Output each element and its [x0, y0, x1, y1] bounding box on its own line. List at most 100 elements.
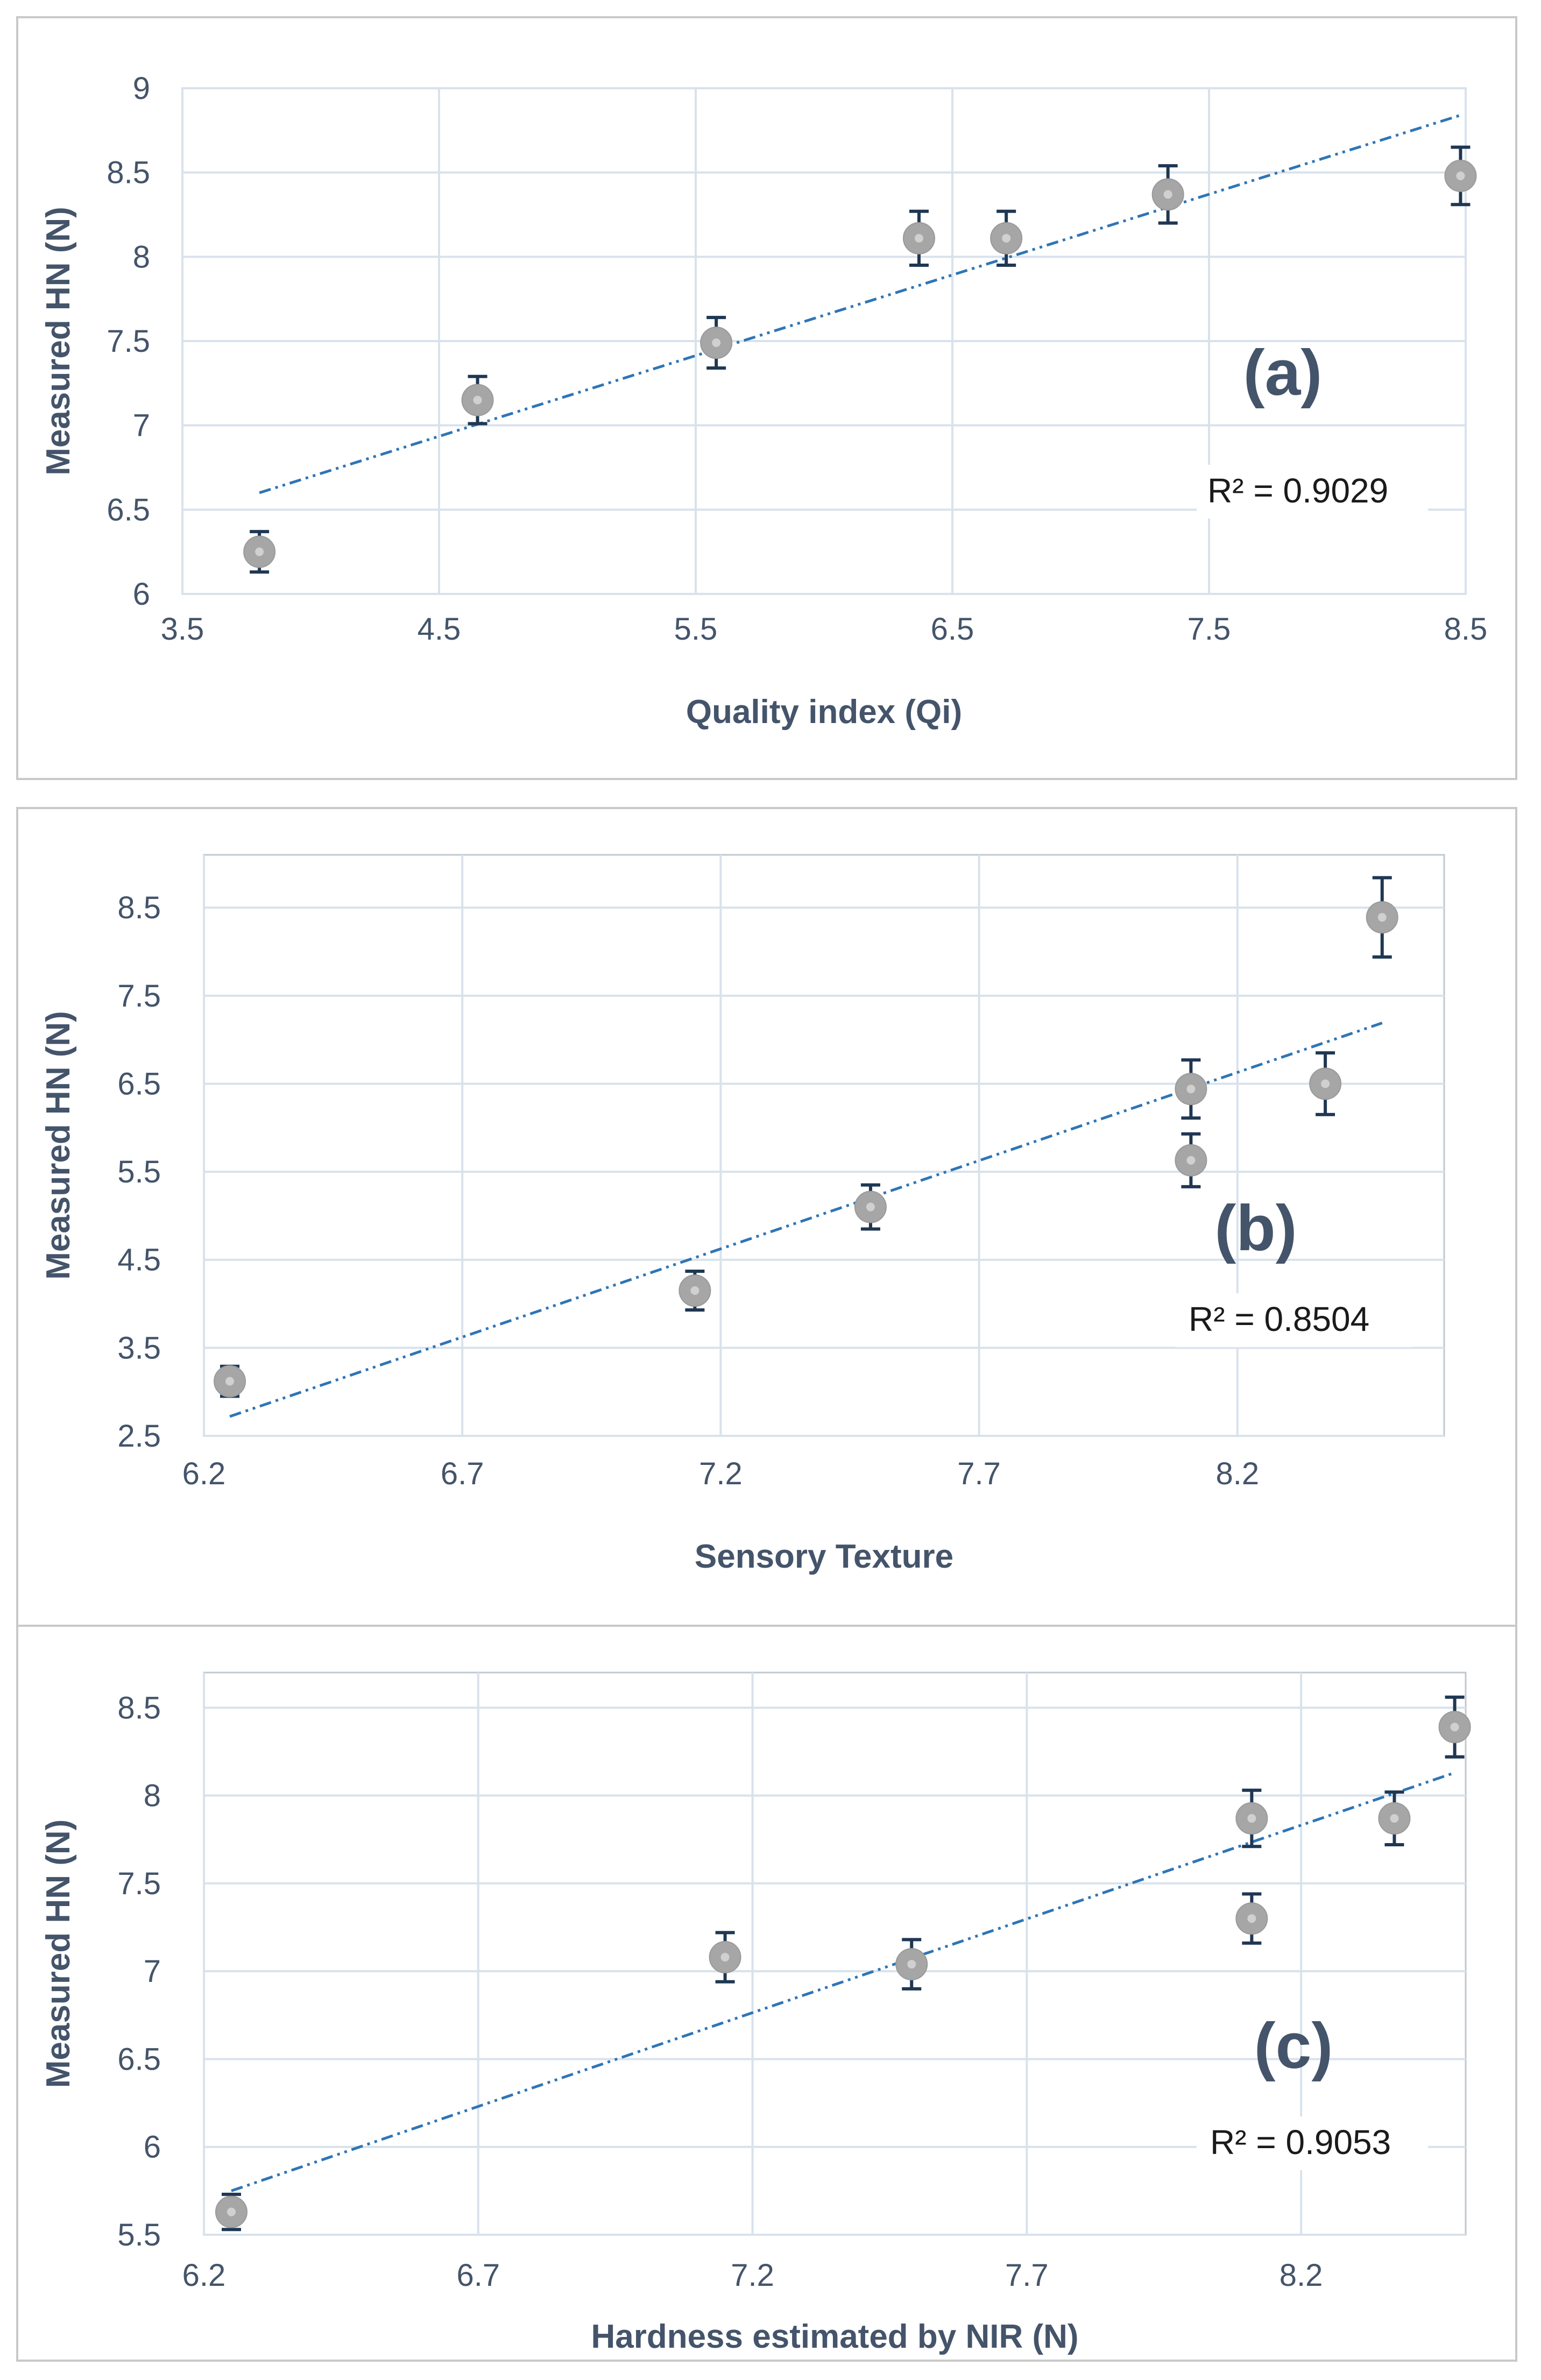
data-marker-highlight [1456, 171, 1465, 180]
data-marker-highlight [1390, 1814, 1399, 1823]
trendline [259, 114, 1461, 494]
x-tick-label: 6.7 [456, 2258, 500, 2293]
y-tick-label: 8.5 [117, 890, 161, 925]
data-marker-highlight [690, 1286, 699, 1295]
panel-label: (b) [1214, 1192, 1297, 1264]
data-point [700, 316, 733, 370]
data-marker-highlight [720, 1953, 730, 1962]
data-marker-highlight [1247, 1814, 1256, 1823]
y-tick-label: 5.5 [117, 1154, 161, 1189]
y-tick-label: 6 [144, 2130, 161, 2165]
trendline [229, 1022, 1383, 1418]
y-tick-label: 6.5 [117, 2042, 161, 2077]
scatter-chart-a: 6 6.5 7 7.5 8 8.5 9 3.5 4.5 5.5 6.5 7.5 8.5 Quality i… [40, 71, 1488, 731]
x-tick-label: 8.2 [1280, 2258, 1323, 2293]
r2-label-background [1175, 1293, 1412, 1347]
data-marker-highlight [914, 233, 923, 243]
data-marker-highlight [1163, 190, 1172, 199]
data-point [854, 1183, 887, 1231]
scatter-chart-c: 5.5 6 6.5 7 7.5 8 8.5 6.2 6.7 7.2 7.7 8.2 Hardness e… [40, 1671, 1471, 2355]
data-point [902, 209, 935, 267]
y-tick-label: 9 [133, 71, 150, 106]
data-point [990, 209, 1023, 267]
x-axis-label: Hardness estimated by NIR (N) [591, 2318, 1078, 2355]
y-tick-label: 8.5 [117, 1690, 161, 1725]
data-marker-highlight [1321, 1079, 1330, 1088]
r2-label-background [1197, 465, 1428, 519]
data-marker-highlight [1377, 913, 1387, 922]
x-tick-label: 6.5 [931, 612, 974, 647]
r2-label: R² = 0.9029 [1207, 471, 1388, 510]
y-tick-label: 6 [133, 577, 150, 612]
y-tick-label: 7.5 [117, 1866, 161, 1901]
x-axis-label: Quality index (Qi) [686, 693, 962, 731]
x-tick-label: 7.2 [699, 1456, 743, 1491]
r2-label: R² = 0.8504 [1189, 1300, 1369, 1338]
x-tick-label: 7.2 [731, 2258, 774, 2293]
x-tick-label: 6.2 [182, 2258, 226, 2293]
x-axis-label: Sensory Texture [695, 1538, 953, 1575]
panel-label: (a) [1243, 337, 1323, 409]
data-marker-highlight [1450, 1723, 1459, 1732]
data-point [243, 530, 276, 574]
y-tick-label: 8 [144, 1779, 161, 1814]
data-point [678, 1270, 711, 1312]
x-tick-label: 8.2 [1216, 1456, 1260, 1491]
x-tick-label: 7.7 [1005, 2258, 1049, 2293]
data-point [214, 1364, 246, 1398]
data-point [1309, 1051, 1342, 1116]
y-tick-label: 5.5 [117, 2218, 161, 2252]
data-marker-highlight [227, 2207, 236, 2216]
data-marker-highlight [255, 547, 264, 556]
x-tick-label: 6.2 [182, 1456, 226, 1491]
x-tick-label: 8.5 [1444, 612, 1488, 647]
data-point [1235, 1892, 1268, 1945]
y-tick-label: 2.5 [117, 1419, 161, 1454]
y-tick-label: 7 [144, 1954, 161, 1989]
data-point [1175, 1132, 1207, 1188]
trendline [231, 1771, 1455, 2192]
y-axis-label: Measured HN (N) [40, 1011, 77, 1280]
y-tick-label: 7.5 [117, 979, 161, 1014]
data-marker-highlight [225, 1377, 235, 1386]
data-marker-highlight [907, 1960, 916, 1969]
data-point [1175, 1058, 1207, 1120]
data-marker-highlight [1186, 1156, 1196, 1165]
y-tick-label: 4.5 [117, 1243, 161, 1278]
x-tick-label: 3.5 [161, 612, 204, 647]
y-axis-label: Measured HN (N) [40, 207, 77, 476]
r2-label: R² = 0.9053 [1210, 2123, 1391, 2162]
x-tick-label: 4.5 [418, 612, 461, 647]
data-marker-highlight [1002, 233, 1011, 243]
data-marker-highlight [866, 1202, 875, 1212]
data-point [895, 1938, 928, 1991]
x-tick-label: 6.7 [441, 1456, 484, 1491]
y-tick-label: 8 [133, 239, 150, 274]
scatter-chart-b: 2.5 3.5 4.5 5.5 6.5 7.5 8.5 6.2 6.7 7.2 7.7 8.2 Sens… [40, 854, 1445, 1575]
data-point [709, 1931, 741, 1984]
data-marker-highlight [473, 395, 482, 405]
x-tick-label: 7.5 [1187, 612, 1231, 647]
y-tick-label: 6.5 [117, 1066, 161, 1101]
data-point [215, 2192, 248, 2232]
chart-panel-c: 5.5 6 6.5 7 7.5 8 8.5 6.2 6.7 7.2 7.7 8.2 Hardness e… [16, 1625, 1517, 2362]
chart-panel-a: 6 6.5 7 7.5 8 8.5 9 3.5 4.5 5.5 6.5 7.5 8.5 Quality i… [16, 16, 1517, 780]
x-tick-label: 5.5 [674, 612, 718, 647]
y-tick-label: 7.5 [107, 324, 150, 359]
data-point [1378, 1790, 1411, 1847]
data-point [1235, 1788, 1268, 1848]
data-point [1366, 876, 1398, 959]
data-point [1151, 164, 1184, 225]
y-tick-label: 8.5 [107, 155, 150, 190]
y-tick-label: 6.5 [107, 492, 150, 527]
data-point [1438, 1695, 1471, 1759]
chart-panel-b: 2.5 3.5 4.5 5.5 6.5 7.5 8.5 6.2 6.7 7.2 7.7 8.2 Sens… [16, 807, 1517, 1630]
y-tick-label: 3.5 [117, 1330, 161, 1365]
x-tick-label: 7.7 [957, 1456, 1001, 1491]
r2-label-background [1197, 2116, 1428, 2170]
y-axis-label: Measured HN (N) [40, 1819, 77, 2088]
data-marker-highlight [712, 338, 721, 348]
panel-label: (c) [1254, 2010, 1333, 2082]
y-tick-label: 7 [133, 408, 150, 443]
data-marker-highlight [1186, 1085, 1196, 1094]
